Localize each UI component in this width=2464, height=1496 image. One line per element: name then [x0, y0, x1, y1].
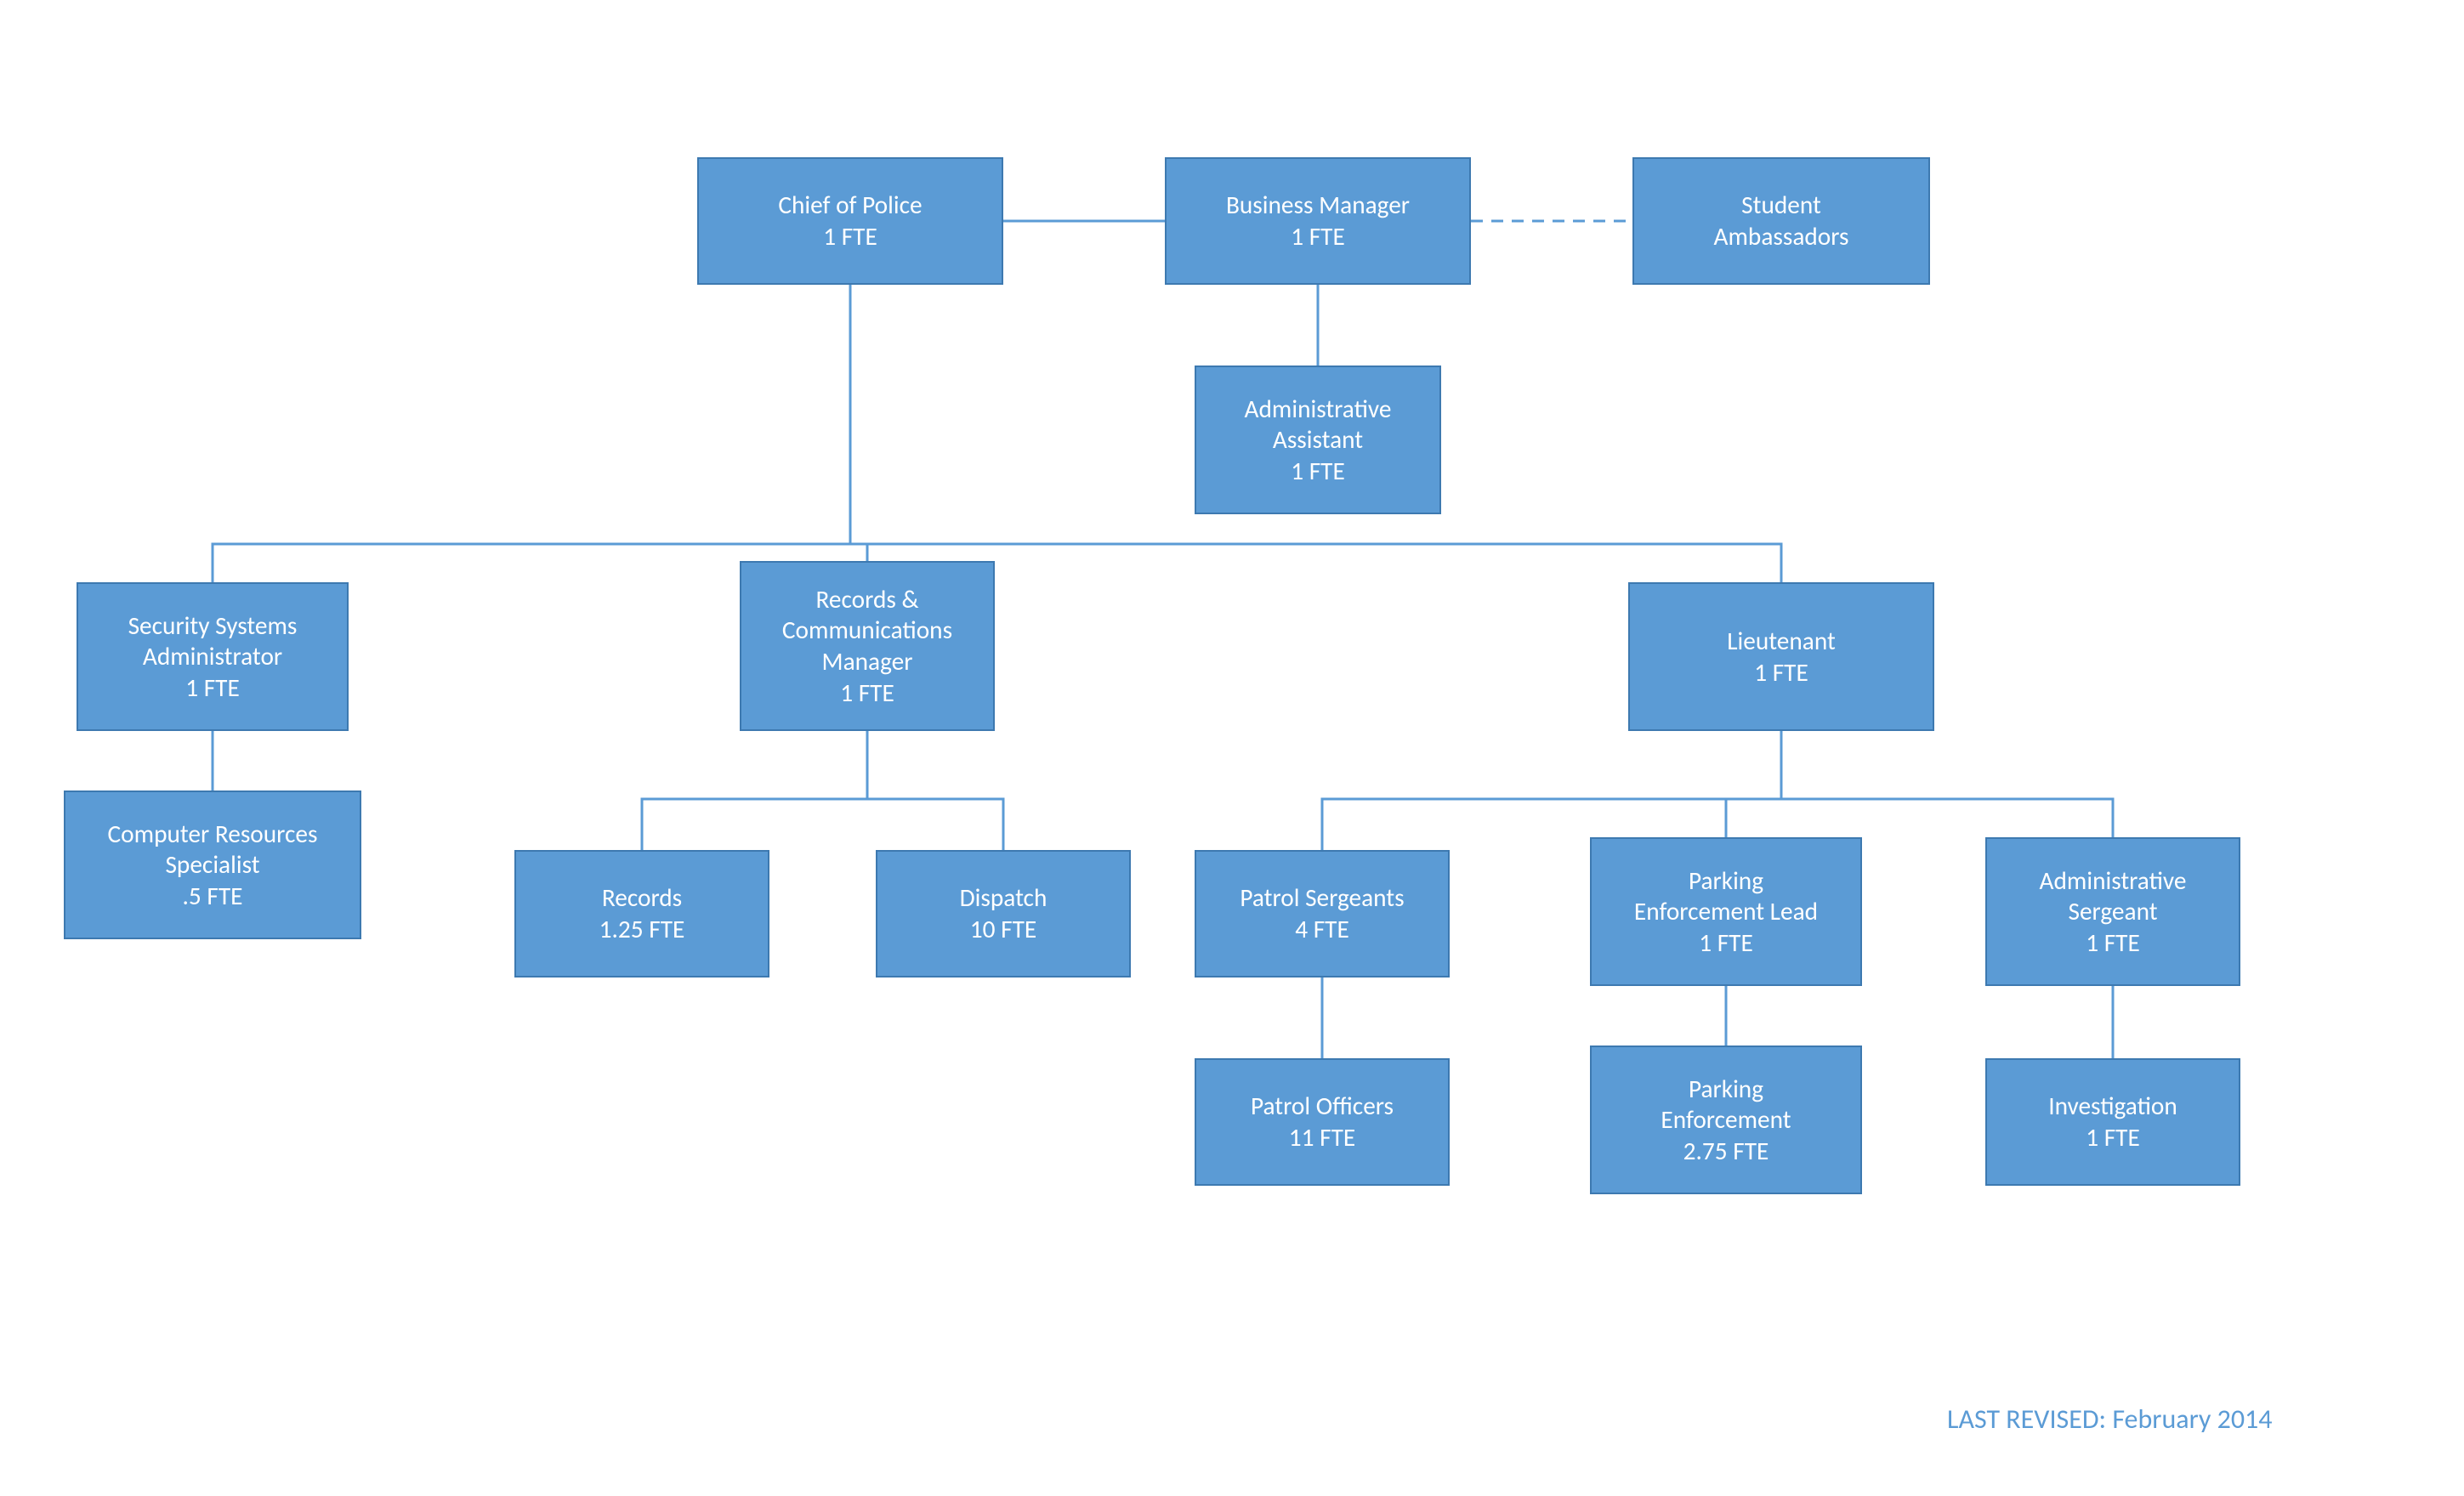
node-title-2: Enforcement	[1661, 1104, 1791, 1136]
node-administrative-assistant: Administrative Assistant 1 FTE	[1195, 366, 1441, 514]
node-fte: 1 FTE	[1754, 657, 1808, 688]
node-title-2: Ambassadors	[1714, 221, 1849, 252]
node-fte: 1 FTE	[185, 672, 240, 704]
node-fte: 10 FTE	[970, 914, 1036, 945]
node-lieutenant: Lieutenant 1 FTE	[1628, 582, 1934, 731]
node-title: Records &	[816, 584, 919, 615]
node-title: Records	[602, 882, 682, 914]
node-parking-enforcement: Parking Enforcement 2.75 FTE	[1590, 1046, 1862, 1194]
node-student-ambassadors: Student Ambassadors	[1632, 157, 1930, 285]
node-patrol-sergeants: Patrol Sergeants 4 FTE	[1195, 850, 1450, 978]
node-administrative-sergeant: Administrative Sergeant 1 FTE	[1985, 837, 2240, 986]
org-chart-canvas: Chief of Police 1 FTE Business Manager 1…	[0, 0, 2464, 1496]
node-title: Investigation	[2048, 1091, 2177, 1122]
node-title: Student	[1741, 190, 1821, 221]
node-title-2: Enforcement Lead	[1634, 896, 1818, 927]
node-fte: 1 FTE	[823, 221, 877, 252]
node-title-2: Assistant	[1273, 424, 1363, 456]
node-fte: 1 FTE	[1291, 456, 1345, 487]
node-title-2: Administrator	[143, 641, 282, 672]
node-title-2: Specialist	[165, 849, 259, 881]
node-patrol-officers: Patrol Officers 11 FTE	[1195, 1058, 1450, 1186]
last-revised-footer: LAST REVISED: February 2014	[1947, 1402, 2272, 1436]
node-fte: 1 FTE	[2086, 1122, 2140, 1153]
node-records: Records 1.25 FTE	[514, 850, 769, 978]
node-fte: 4 FTE	[1295, 914, 1349, 945]
node-chief-of-police: Chief of Police 1 FTE	[697, 157, 1003, 285]
node-fte: 1 FTE	[1291, 221, 1345, 252]
node-fte: .5 FTE	[183, 881, 243, 912]
node-title: Parking	[1689, 1074, 1763, 1105]
node-fte: 11 FTE	[1289, 1122, 1355, 1153]
node-computer-resources-specialist: Computer Resources Specialist .5 FTE	[64, 790, 361, 939]
node-title: Patrol Officers	[1251, 1091, 1394, 1122]
node-title: Chief of Police	[778, 190, 922, 221]
node-title-2: Communications	[782, 615, 952, 646]
node-fte: 1 FTE	[840, 677, 894, 709]
node-records-communications-manager: Records & Communications Manager 1 FTE	[740, 561, 995, 731]
node-business-manager: Business Manager 1 FTE	[1165, 157, 1471, 285]
node-title: Dispatch	[960, 882, 1047, 914]
node-title: Parking	[1689, 865, 1763, 897]
node-title: Administrative	[1245, 394, 1392, 425]
node-title: Computer Resources	[108, 819, 318, 850]
node-investigation: Investigation 1 FTE	[1985, 1058, 2240, 1186]
node-dispatch: Dispatch 10 FTE	[876, 850, 1131, 978]
node-title: Security Systems	[128, 610, 298, 642]
node-fte: 1 FTE	[2086, 927, 2140, 959]
node-title-2: Sergeant	[2068, 896, 2157, 927]
node-title-3: Manager	[822, 646, 913, 677]
node-title: Administrative	[2040, 865, 2187, 897]
node-parking-enforcement-lead: Parking Enforcement Lead 1 FTE	[1590, 837, 1862, 986]
node-fte: 2.75 FTE	[1683, 1136, 1769, 1167]
node-fte: 1 FTE	[1699, 927, 1753, 959]
node-fte: 1.25 FTE	[599, 914, 685, 945]
node-title: Lieutenant	[1727, 626, 1836, 657]
node-title: Business Manager	[1226, 190, 1410, 221]
node-security-systems-administrator: Security Systems Administrator 1 FTE	[77, 582, 349, 731]
node-title: Patrol Sergeants	[1240, 882, 1404, 914]
